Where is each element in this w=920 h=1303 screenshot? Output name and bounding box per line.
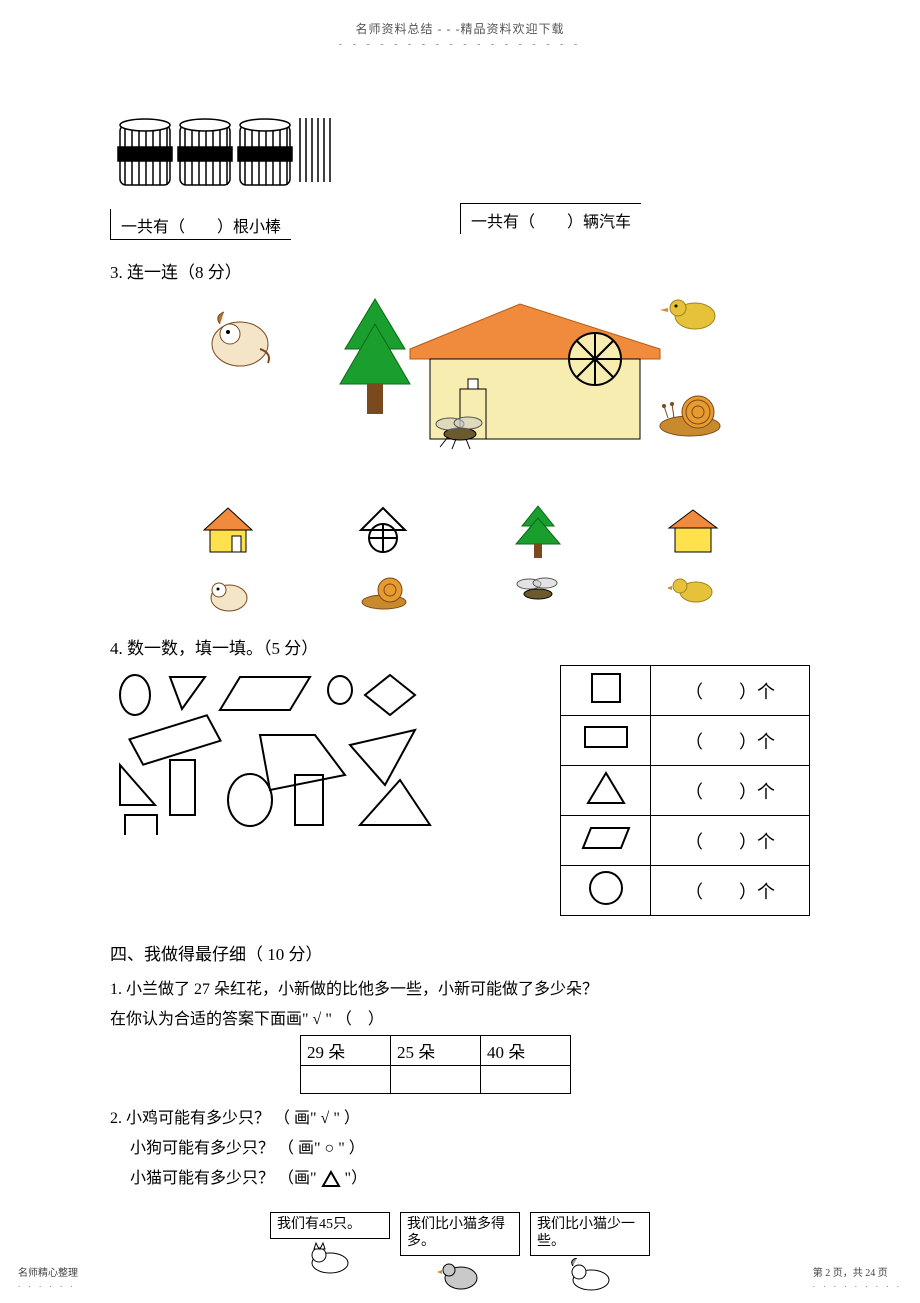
footer-right-dots: . . . . . . . . . <box>813 1279 902 1289</box>
footer-right-text: 第 2 页，共 24 页 <box>813 1264 902 1279</box>
sticks-icon <box>110 110 340 200</box>
sec4-heading: 四、我做得最仔细（ 10 分） <box>110 940 810 965</box>
triangle-inline-icon <box>321 1170 341 1188</box>
sec4-q2-l1: 2. 小鸡可能有多少只？ （ 画" √ " ） <box>110 1104 810 1128</box>
table-row: （ ）个 <box>561 716 810 766</box>
answer-table: 29 朵 25 朵 40 朵 <box>300 1035 571 1094</box>
header-title: 名师资料总结 - - -精品资料欢迎下载 <box>110 20 810 37</box>
sec4-q2-l3-b: "） <box>345 1170 368 1187</box>
mosquito-icon <box>513 572 563 612</box>
scene <box>110 289 810 464</box>
shapes-icon <box>110 665 440 835</box>
sec4-q2-l3: 小猫可能有多少只？ （画" "） <box>130 1164 810 1188</box>
rectangle-icon <box>561 716 651 766</box>
speech-block: 我们比小猫多得多。 <box>400 1212 520 1297</box>
q4-title: 4. 数一数，填一填。（5 分） <box>110 634 810 659</box>
count-cell: （ ）个 <box>651 766 810 816</box>
parallelogram-icon <box>561 816 651 866</box>
q3-title: 3. 连一连（8 分） <box>110 258 810 283</box>
count-cell: （ ）个 <box>651 716 810 766</box>
table-row: 29 朵 25 朵 40 朵 <box>301 1036 571 1066</box>
top-row: 一共有（ ）根小棒 一共有（ ）辆汽车 <box>110 110 810 240</box>
sticks-box: 一共有（ ）根小棒 <box>110 110 400 240</box>
options-row-1 <box>150 504 770 560</box>
sec4-q1-l2: 在你认为合适的答案下面画" √ " （ ） <box>110 1005 810 1029</box>
q4-row: （ ）个 （ ）个 （ ）个 （ ）个 （ ）个 <box>110 665 810 916</box>
count-cell: （ ）个 <box>651 666 810 716</box>
snail-icon <box>358 572 408 612</box>
circle-icon <box>561 866 651 916</box>
footer-left: 名师精心整理 . . . . . . <box>18 1264 78 1289</box>
house-front-icon <box>200 504 256 556</box>
sticks-caption: 一共有（ ）根小棒 <box>110 209 291 240</box>
header-dots: - - - - - - - - - - - - - - - - - - <box>110 39 810 50</box>
footer-left-dots: . . . . . . <box>18 1279 78 1289</box>
table-row <box>301 1066 571 1094</box>
sec4-q1-l1: 1. 小兰做了 27 朵红花，小新做的比他多一些，小新可能做了多少朵？ <box>110 975 810 999</box>
house-side-icon <box>665 504 721 556</box>
speech-row: 我们有45只。 我们比小猫多得多。 我们比小猫少一些。 <box>110 1212 810 1297</box>
triangle-icon <box>561 766 651 816</box>
footer-right: 第 2 页，共 24 页 . . . . . . . . . <box>813 1264 902 1289</box>
speech-block: 我们有45只。 <box>270 1212 390 1297</box>
scene-icon <box>180 289 740 459</box>
speech-block: 我们比小猫少一些。 <box>530 1212 650 1297</box>
chicken-icon <box>400 1258 520 1297</box>
dog2-icon <box>530 1258 650 1297</box>
count-cell: （ ）个 <box>651 816 810 866</box>
sec4-q2-l3-a: 小猫可能有多少只？ （画" <box>130 1170 317 1187</box>
sec4-q2-l2: 小狗可能有多少只？ （ 画" ○ " ） <box>130 1134 810 1158</box>
count-table: （ ）个 （ ）个 （ ）个 （ ）个 （ ）个 <box>560 665 810 916</box>
speech-bubble: 我们比小猫少一些。 <box>530 1212 650 1256</box>
tree-icon <box>510 504 566 560</box>
footer-left-text: 名师精心整理 <box>18 1264 78 1279</box>
answer-blank <box>301 1066 391 1094</box>
round-window-icon <box>355 504 411 556</box>
table-row: （ ）个 <box>561 866 810 916</box>
shapes-panel <box>110 665 530 840</box>
answer-cell: 25 朵 <box>391 1036 481 1066</box>
cars-box: 一共有（ ）辆汽车 <box>460 199 641 234</box>
speech-bubble: 我们有45只。 <box>270 1212 390 1239</box>
count-cell: （ ）个 <box>651 866 810 916</box>
square-icon <box>561 666 651 716</box>
cat-icon <box>270 1241 390 1280</box>
answer-blank <box>481 1066 571 1094</box>
table-row: （ ）个 <box>561 816 810 866</box>
dog-icon <box>203 572 253 616</box>
cars-caption: 一共有（ ）辆汽车 <box>460 203 641 234</box>
answer-cell: 40 朵 <box>481 1036 571 1066</box>
table-row: （ ）个 <box>561 666 810 716</box>
answer-blank <box>391 1066 481 1094</box>
answer-cell: 29 朵 <box>301 1036 391 1066</box>
page: 名师资料总结 - - -精品资料欢迎下载 - - - - - - - - - -… <box>0 0 920 1303</box>
options-row-2 <box>150 572 770 616</box>
table-row: （ ）个 <box>561 766 810 816</box>
duck-icon <box>668 572 718 608</box>
speech-bubble: 我们比小猫多得多。 <box>400 1212 520 1256</box>
